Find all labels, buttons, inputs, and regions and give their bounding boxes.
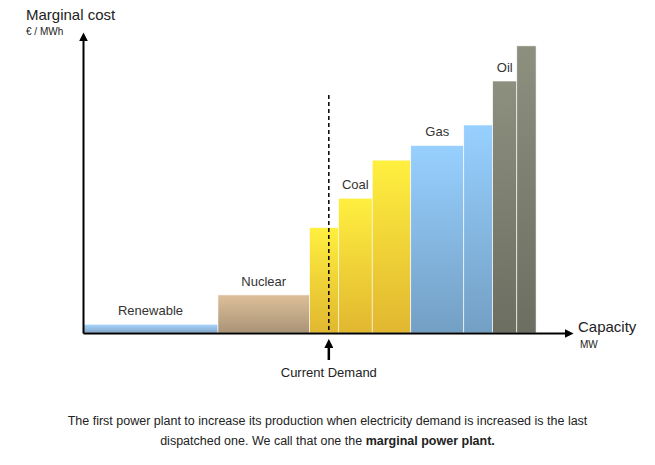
bar bbox=[310, 228, 339, 333]
labels: Renewable Nuclear Coal Gas Oil bbox=[118, 60, 513, 318]
category-label: Coal bbox=[342, 177, 369, 192]
x-axis-unit: MW bbox=[580, 339, 598, 350]
demand-line bbox=[328, 95, 330, 333]
x-axis-line bbox=[84, 333, 566, 335]
demand-arrow bbox=[328, 347, 331, 360]
plot-area bbox=[83, 46, 536, 333]
category-label: Gas bbox=[425, 124, 449, 139]
bar bbox=[517, 46, 536, 333]
bar bbox=[338, 198, 372, 333]
bar bbox=[464, 125, 493, 333]
y-axis-unit: € / MWh bbox=[26, 26, 63, 37]
caption-line: dispatched one. We call that one the mar… bbox=[160, 434, 495, 448]
y-axis-title: Marginal cost bbox=[26, 6, 116, 23]
y-axis bbox=[83, 41, 84, 334]
caption-text: The first power plant to increase its pr… bbox=[68, 414, 588, 428]
demand-label: Current Demand bbox=[281, 365, 377, 380]
bar bbox=[372, 160, 411, 333]
category-label: Oil bbox=[497, 60, 513, 75]
y-axis-line bbox=[83, 41, 85, 334]
category-label: Renewable bbox=[118, 303, 183, 318]
x-axis bbox=[84, 333, 566, 334]
bar bbox=[411, 145, 464, 333]
x-axis-title: Capacity bbox=[578, 318, 637, 335]
caption-line: The first power plant to increase its pr… bbox=[68, 414, 588, 428]
chart: Renewable Nuclear Coal Gas Oil Marginal cost €… bbox=[0, 0, 655, 465]
bar bbox=[83, 324, 218, 333]
caption-emphasis: marginal power plant. bbox=[366, 434, 495, 448]
bar bbox=[218, 295, 310, 333]
caption-text: dispatched one. We call that one the bbox=[160, 434, 362, 448]
bar bbox=[493, 81, 517, 333]
category-label: Nuclear bbox=[241, 274, 286, 289]
